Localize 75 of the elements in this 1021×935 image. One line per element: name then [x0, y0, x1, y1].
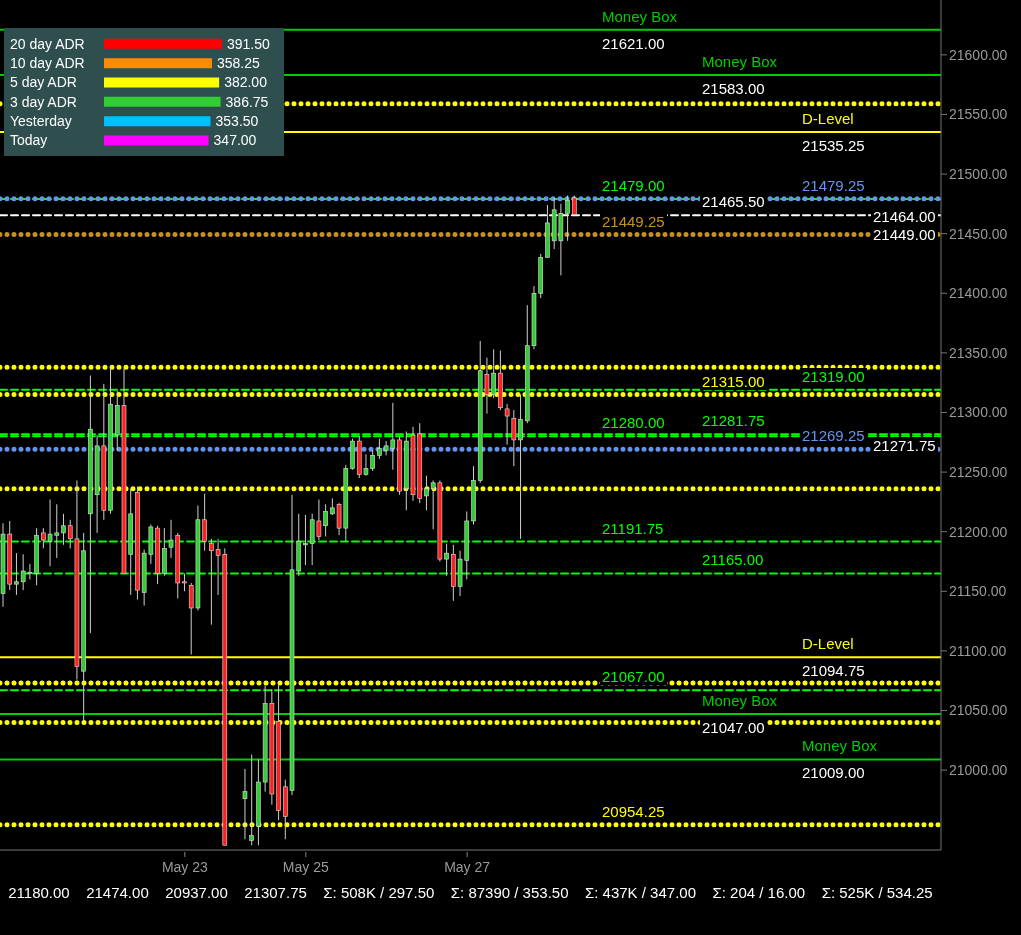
- x-tick-label: May 27: [444, 859, 491, 875]
- text: 21307.75: [244, 884, 307, 901]
- annotation: 21464.00: [871, 207, 938, 225]
- bar: [104, 135, 209, 146]
- ref-line-label: Money Box 21621.00: [601, 7, 679, 52]
- bar: [104, 58, 212, 69]
- bar: [104, 38, 222, 49]
- text: Σ: 525K / 534.25: [821, 884, 933, 901]
- y-tick-label: 21300.00: [949, 404, 1008, 421]
- ref-line-label: Money Box 21009.00: [801, 737, 879, 782]
- y-tick-label: 21250.00: [949, 464, 1008, 481]
- candlestick: [518, 394, 523, 540]
- candlestick: [511, 409, 517, 467]
- data-label: 386.75: [225, 93, 269, 110]
- ref-line-label: 21269.25: [800, 427, 867, 445]
- text: Σ: 87390 / 353.50: [450, 884, 569, 901]
- ref-line-label: 21319.00: [800, 367, 867, 385]
- y-tick-label: 10 day ADR: [10, 54, 85, 71]
- candlestick: [424, 475, 429, 511]
- y-tick-label: 5 day ADR: [10, 74, 77, 91]
- y-tick-label: 20 day ADR: [10, 35, 85, 52]
- y-tick-label: 21050.00: [949, 702, 1008, 719]
- text: 21474.00: [86, 884, 149, 901]
- ref-line-label: D-Level 21535.25: [801, 110, 866, 155]
- text: Σ: 204 / 16.00: [712, 884, 806, 901]
- candlestick: [242, 768, 248, 840]
- y-tick-label: 21150.00: [949, 583, 1007, 600]
- text: 20937.00: [165, 884, 228, 901]
- y-tick-label: 21200.00: [949, 523, 1008, 540]
- text: 21180.00: [8, 884, 70, 901]
- y-tick-label: 3 day ADR: [10, 93, 77, 110]
- data-label: 347.00: [213, 132, 257, 149]
- bar: [104, 77, 220, 88]
- ref-line-label: Money Box 21583.00: [701, 53, 779, 98]
- text: Σ: 508K / 297.50: [323, 884, 435, 901]
- x-tick-label: May 25: [282, 859, 329, 875]
- x-tick-label: May 23: [161, 859, 208, 875]
- annotation: 21449.00: [871, 225, 938, 243]
- y-tick-label: 21450.00: [949, 225, 1008, 242]
- y-tick-label: Yesterday: [10, 112, 72, 129]
- y-tick-label: 21500.00: [949, 166, 1008, 183]
- y-tick-label: 21350.00: [949, 344, 1008, 361]
- bar: [104, 116, 211, 127]
- ref-line-label: 21281.75: [700, 412, 767, 430]
- ref-line-label: 20954.25: [600, 802, 667, 820]
- candlestick: [572, 195, 577, 217]
- y-tick-label: Today: [10, 132, 48, 149]
- data-label: 382.00: [224, 74, 268, 91]
- candlestick: [303, 514, 308, 566]
- annotation: 21271.75: [871, 437, 938, 455]
- data-label: 358.25: [216, 55, 261, 72]
- ref-line-label: D-Level 21094.75: [801, 635, 866, 680]
- ref-line-label: 21449.25: [600, 212, 667, 230]
- ref-line-label: 21165.00: [700, 551, 766, 569]
- ref-line-label: 21280.00: [600, 414, 667, 432]
- ref-line-label: Money Box 21047.00: [701, 692, 779, 737]
- y-tick-label: 21600.00: [949, 46, 1008, 63]
- candlestick: [61, 513, 66, 546]
- candlestick: [14, 552, 19, 596]
- bar: [104, 96, 221, 107]
- ref-line-label: 21479.00: [600, 177, 667, 195]
- text: Σ: 437K / 347.00: [584, 884, 696, 901]
- candlestick: [249, 754, 254, 846]
- y-tick-label: 21000.00: [949, 762, 1008, 779]
- ref-line-label: 21191.75: [600, 519, 666, 537]
- ref-line-label: 21465.50: [700, 193, 767, 211]
- data-label: 391.50: [227, 35, 271, 52]
- ref-line-label: 21315.00: [700, 372, 767, 390]
- y-tick-label: 21550.00: [949, 106, 1008, 123]
- data-label: 353.50: [215, 113, 259, 130]
- ref-line-label: 21479.25: [800, 176, 867, 194]
- ref-line-label: 21067.00: [600, 668, 667, 686]
- y-tick-label: 21100.00: [949, 642, 1007, 659]
- y-tick-label: 21400.00: [949, 285, 1008, 302]
- candlestick: [504, 403, 510, 446]
